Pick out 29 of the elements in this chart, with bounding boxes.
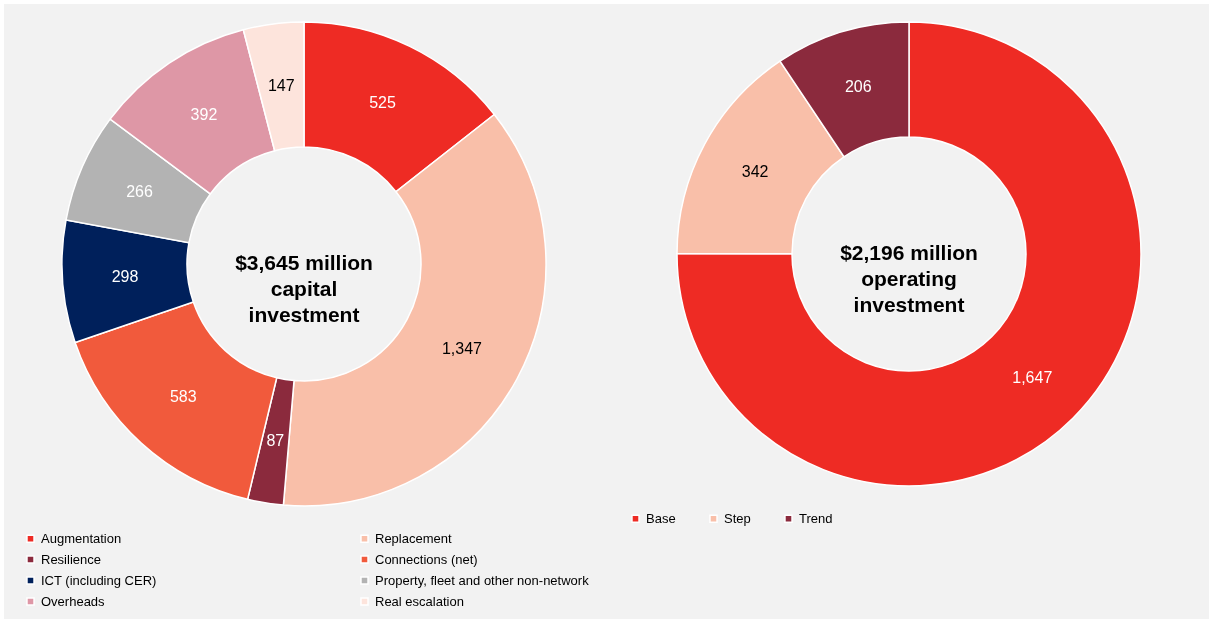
text: investment xyxy=(853,293,965,316)
legend-label: Real escalation xyxy=(375,593,464,609)
data-label: 147 xyxy=(267,76,295,94)
data-label: 206 xyxy=(844,78,872,96)
data-label: 266 xyxy=(126,183,153,201)
legend-label: ICT (including CER) xyxy=(41,572,157,588)
data-label: 342 xyxy=(741,162,769,180)
data-label: 298 xyxy=(111,268,139,286)
legend-label: Overheads xyxy=(41,593,106,609)
text: investment xyxy=(248,303,360,326)
data-label: 1,347 xyxy=(441,340,483,358)
text: $2,196 million xyxy=(840,241,978,264)
legend-label: Replacement xyxy=(375,530,452,546)
data-label: 525 xyxy=(369,93,396,111)
text: operating xyxy=(861,267,957,290)
legend-label: Resilience xyxy=(41,551,101,567)
data-label: 87 xyxy=(266,432,285,450)
data-label: 1,647 xyxy=(1012,368,1053,386)
data-label: 392 xyxy=(190,105,218,123)
legend-label: Base xyxy=(646,510,676,526)
legend-label: Step xyxy=(724,510,751,526)
legend-label: Augmentation xyxy=(41,530,122,546)
data-label: 583 xyxy=(169,387,197,405)
text: $3,645 million xyxy=(235,251,373,274)
legend-label: Trend xyxy=(799,510,833,526)
legend-label: Property, fleet and other non-network xyxy=(375,572,590,588)
text: capital xyxy=(270,277,338,300)
legend-label: Connections (net) xyxy=(375,551,478,567)
donut-slice xyxy=(676,21,1142,487)
